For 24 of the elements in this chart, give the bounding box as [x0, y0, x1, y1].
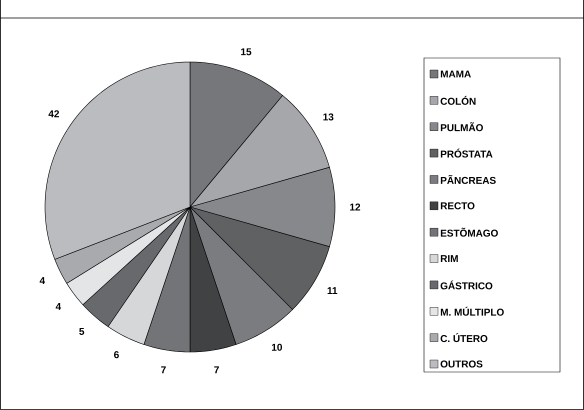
legend-label: ESTÕMAGO — [440, 228, 498, 237]
data-label: 6 — [114, 351, 119, 358]
data-label: 10 — [272, 344, 282, 351]
data-label: 7 — [214, 366, 219, 374]
data-label: 5 — [79, 328, 84, 335]
legend-label: MAMA — [440, 70, 471, 78]
legend-label: PRÓSTATA — [440, 148, 493, 158]
data-label: 4 — [40, 277, 46, 284]
legend-label: RECTO — [440, 202, 474, 210]
legend-label: GÁSTRICO — [440, 280, 492, 290]
legend-label: COLÓN — [440, 96, 476, 105]
data-label: 11 — [328, 287, 338, 294]
data-label: 7 — [161, 366, 166, 374]
data-label: 4 — [56, 303, 62, 310]
legend-label: M. MÚLTIPLO — [440, 306, 504, 316]
legend-label: C. ÚTERO — [440, 333, 488, 342]
legend-label: RIM — [440, 255, 458, 262]
data-label: 13 — [323, 113, 334, 120]
legend-label: PULMÃO — [440, 122, 483, 132]
data-label: 12 — [350, 204, 360, 210]
data-label: 15 — [241, 48, 252, 56]
legend-label: PÃNCREAS — [440, 174, 496, 184]
data-label: 42 — [48, 110, 60, 118]
legend-label: OUTROS — [440, 360, 482, 368]
